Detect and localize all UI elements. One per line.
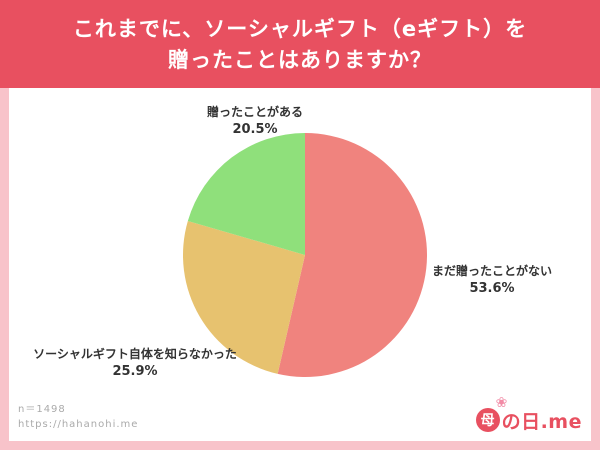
slice-label-text: まだ贈ったことがない xyxy=(431,264,552,278)
pie-chart xyxy=(182,133,428,377)
survey-meta: n＝1498 https://hahanohi.me xyxy=(18,402,138,432)
slice-percent: 53.6% xyxy=(469,281,515,296)
site-logo: ❀ 母 の日.me xyxy=(475,396,582,436)
logo-mark: 母 xyxy=(475,408,500,432)
sample-size: n＝1498 xyxy=(18,404,66,415)
pie-slice xyxy=(182,220,305,374)
pie-slice xyxy=(187,133,305,255)
page-title-line-2: 贈ったことはありますか？ xyxy=(168,47,432,72)
slice-label-never-given: まだ贈ったことがない 53.6% xyxy=(417,262,567,298)
slice-percent: 20.5% xyxy=(232,122,278,137)
slice-label-did-not-know: ソーシャルギフト自体を知らなかった 25.9% xyxy=(25,345,245,381)
slice-label-text: 贈ったことがある xyxy=(206,105,303,119)
survey-title-banner: これまでに、ソーシャルギフト（eギフト）を 贈ったことはありますか？ xyxy=(0,0,600,88)
logo-text: の日.me xyxy=(501,410,582,433)
slice-label-have-given: 贈ったことがある 20.5% xyxy=(168,103,342,139)
pie-slice xyxy=(277,133,428,377)
slice-label-text: ソーシャルギフト自体を知らなかった xyxy=(33,347,237,361)
carnation-flower-icon: ❀ xyxy=(495,395,508,411)
slice-percent: 25.9% xyxy=(112,364,158,379)
page-title-line-1: これまでに、ソーシャルギフト（eギフト）を xyxy=(72,16,528,41)
source-url: https://hahanohi.me xyxy=(18,419,139,430)
